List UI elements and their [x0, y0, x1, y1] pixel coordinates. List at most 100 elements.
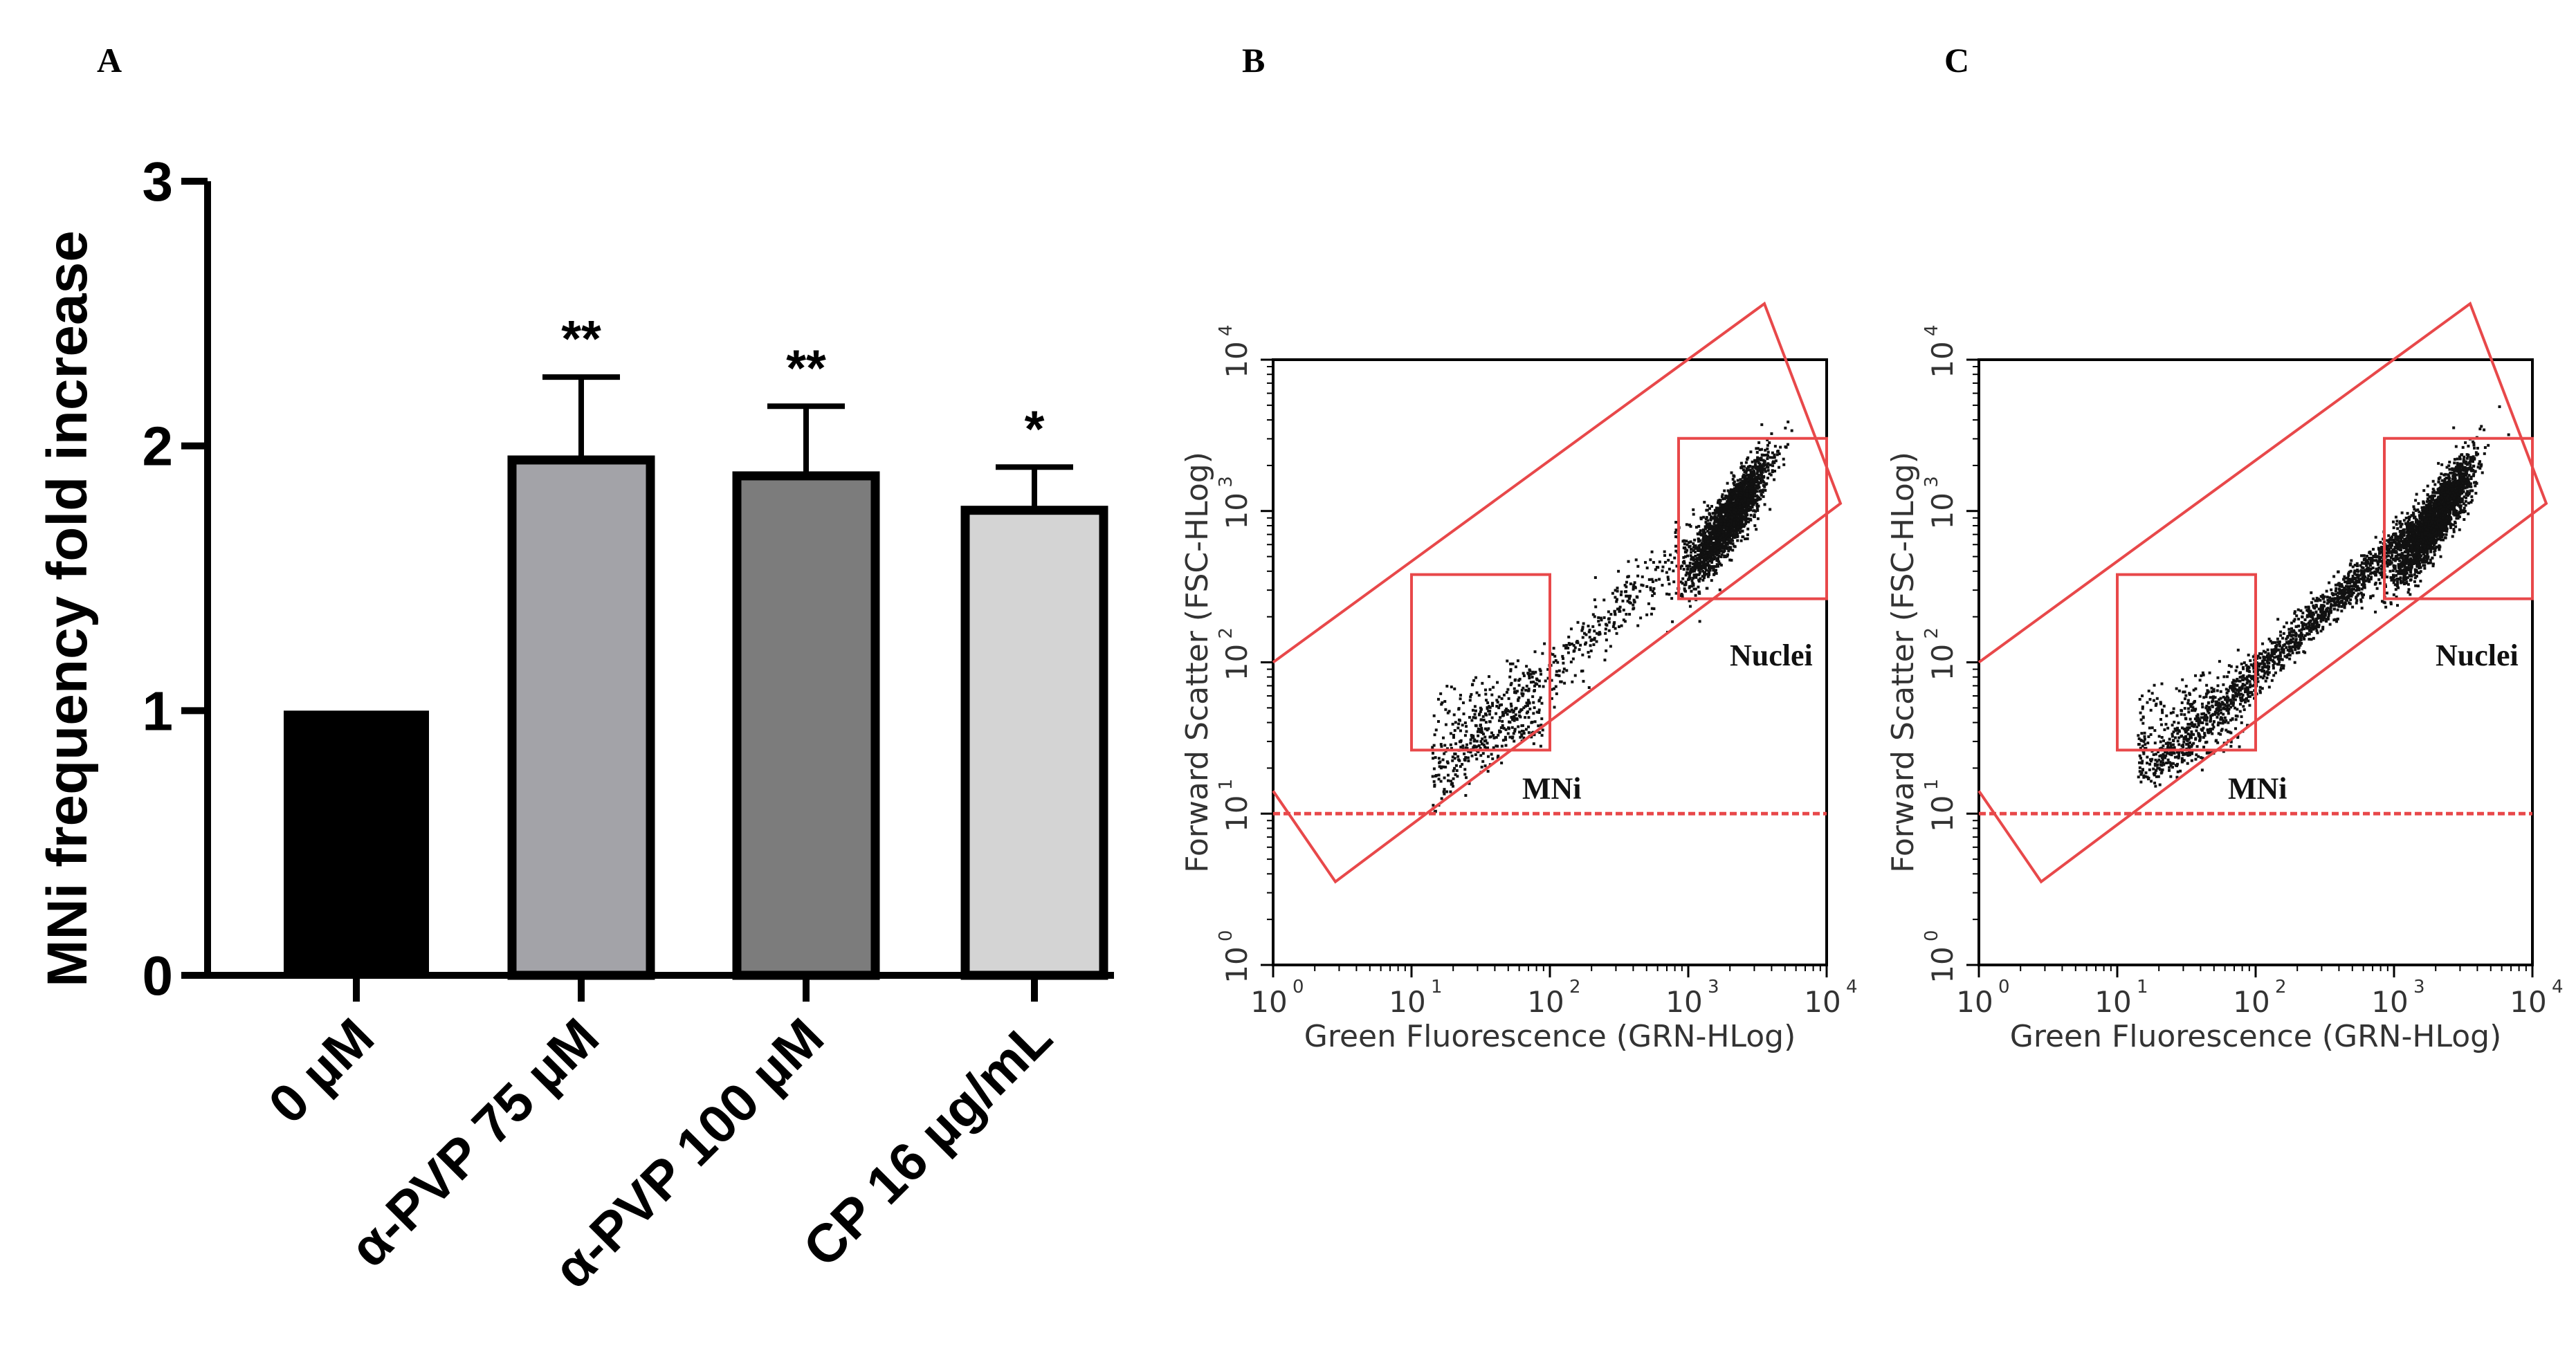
nucleus-event — [2409, 550, 2413, 553]
debris-event — [1625, 580, 1628, 584]
nucleus-event — [2460, 482, 2463, 486]
nucleus-event — [1733, 526, 1736, 529]
debris-event — [1582, 622, 1585, 625]
nucleus-event — [2473, 470, 2476, 473]
nucleus-event — [1701, 575, 1704, 578]
nucleus-event — [2396, 585, 2400, 588]
nucleus-event — [1744, 518, 1747, 522]
debris-event — [1581, 625, 1584, 629]
nucleus-event — [1744, 499, 1747, 502]
nucleus-event — [1698, 571, 1701, 575]
debris-event — [1675, 564, 1679, 568]
nucleus-event — [1753, 515, 1756, 518]
debris-event — [1632, 603, 1635, 607]
nucleus-event — [2441, 501, 2445, 505]
debris-event — [1625, 613, 1628, 616]
nucleus-event — [1716, 501, 1719, 504]
nucleus-event — [2431, 564, 2435, 568]
nucleus-event — [2426, 497, 2429, 501]
nucleus-event — [2429, 548, 2433, 551]
debris-event — [1564, 646, 1567, 650]
nucleus-event — [2393, 583, 2397, 587]
nucleus-event — [1745, 508, 1748, 511]
debris-event — [1684, 551, 1688, 554]
nucleus-event — [1719, 522, 1723, 526]
nucleus-event — [1742, 473, 1746, 477]
nucleus-event — [2451, 488, 2454, 492]
mni-event — [1467, 760, 1470, 763]
debris-event — [1432, 804, 1435, 807]
debris-event — [1501, 719, 1504, 723]
nucleus-event — [2441, 520, 2445, 524]
nucleus-event — [2397, 553, 2401, 556]
mni-event — [1473, 712, 1477, 716]
nucleus-event — [1708, 569, 1712, 572]
nucleus-event — [1760, 468, 1763, 471]
nucleus-event — [2439, 513, 2442, 517]
mni-event — [1440, 745, 1443, 748]
debris-event — [1636, 564, 1640, 568]
debris-event — [1703, 536, 1707, 540]
nucleus-event — [1694, 593, 1697, 597]
debris-event — [1674, 544, 1677, 548]
mni-event — [1475, 691, 1479, 694]
debris-event — [1645, 585, 1649, 588]
nucleus-event — [1683, 589, 1686, 592]
debris-event — [1650, 550, 1654, 553]
mni-event — [1486, 755, 1490, 758]
nucleus-event — [2403, 546, 2406, 549]
mni-event — [1528, 701, 1531, 705]
nucleus-event — [2463, 477, 2466, 480]
nucleus-event — [1751, 506, 1754, 509]
nucleus-event — [2463, 518, 2466, 522]
nucleus-event — [2438, 547, 2441, 551]
debris-event — [1669, 553, 1672, 557]
nucleus-event — [1746, 468, 1749, 471]
debris-event — [1613, 620, 1616, 624]
nucleus-event — [2469, 489, 2472, 493]
nucleus-event — [2402, 582, 2406, 586]
nucleus-event — [2448, 461, 2451, 464]
mni-event — [1509, 683, 1513, 687]
nucleus-event — [2445, 527, 2449, 531]
debris-event — [1588, 628, 1591, 632]
nucleus-event — [2458, 528, 2461, 531]
debris-event — [1454, 764, 1458, 767]
debris-event — [1668, 582, 1671, 586]
nucleus-event — [2423, 560, 2427, 564]
nucleus-event — [2451, 491, 2455, 495]
nucleus-event — [1726, 533, 1730, 536]
nucleus-event — [2444, 472, 2447, 476]
debris-event — [1649, 558, 1652, 562]
mni-event — [1497, 733, 1500, 737]
mni-event — [1479, 724, 1482, 727]
nucleus-event — [1762, 475, 1766, 478]
mni-event — [1479, 754, 1483, 757]
debris-event — [1674, 521, 1678, 524]
debris-event — [1481, 752, 1485, 755]
nucleus-event — [2419, 566, 2422, 569]
nucleus-event — [1744, 505, 1748, 508]
nucleus-event — [1719, 535, 1723, 539]
nucleus-event — [1713, 549, 1717, 552]
debris-event — [1658, 560, 1661, 564]
mni-event — [1449, 732, 1452, 735]
nucleus-event — [1737, 488, 1740, 492]
nucleus-event — [2418, 555, 2422, 559]
y-tick-label: 10 — [1220, 644, 1254, 681]
nucleus-event — [2465, 468, 2469, 472]
nucleus-event — [1712, 516, 1715, 519]
mni-event — [1540, 734, 1544, 737]
nucleus-event — [1744, 522, 1748, 525]
nucleus-event — [2406, 576, 2409, 579]
nucleus-event — [1757, 504, 1760, 508]
debris-event — [1562, 661, 1565, 665]
nucleus-event — [2413, 538, 2417, 542]
nucleus-event — [1769, 473, 1773, 477]
nucleus-event — [2448, 468, 2451, 471]
nucleus-event — [1689, 554, 1692, 558]
nucleus-event — [1741, 517, 1744, 521]
nucleus-event — [2424, 513, 2427, 516]
nucleus-event — [1693, 566, 1697, 569]
nucleus-event — [2463, 475, 2466, 479]
